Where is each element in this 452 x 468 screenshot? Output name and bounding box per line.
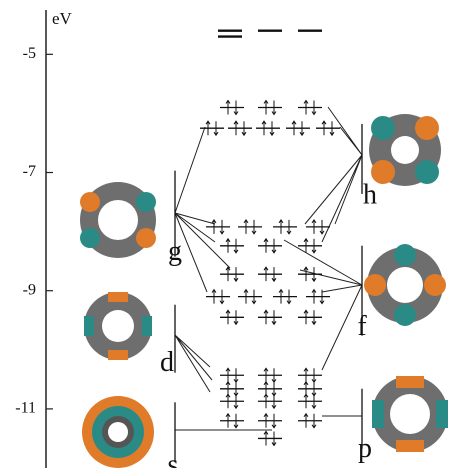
y-axis-label: eV (52, 9, 73, 28)
orbital-images (80, 114, 448, 468)
shell-label: p (358, 433, 372, 464)
shell-label: s (168, 450, 179, 468)
y-tick-label: -11 (15, 400, 36, 417)
shell-label: d (160, 347, 174, 378)
shell-label: g (168, 236, 182, 267)
y-tick-label: -7 (23, 163, 36, 180)
energy-diagram: eV -5 -7 -9 -11 g h d f s p (0, 0, 452, 468)
connectors (175, 107, 362, 430)
y-tick-label: -5 (23, 45, 36, 62)
shell-label: h (363, 179, 377, 210)
y-tick-label: -9 (23, 281, 36, 298)
shell-label: f (357, 311, 367, 342)
